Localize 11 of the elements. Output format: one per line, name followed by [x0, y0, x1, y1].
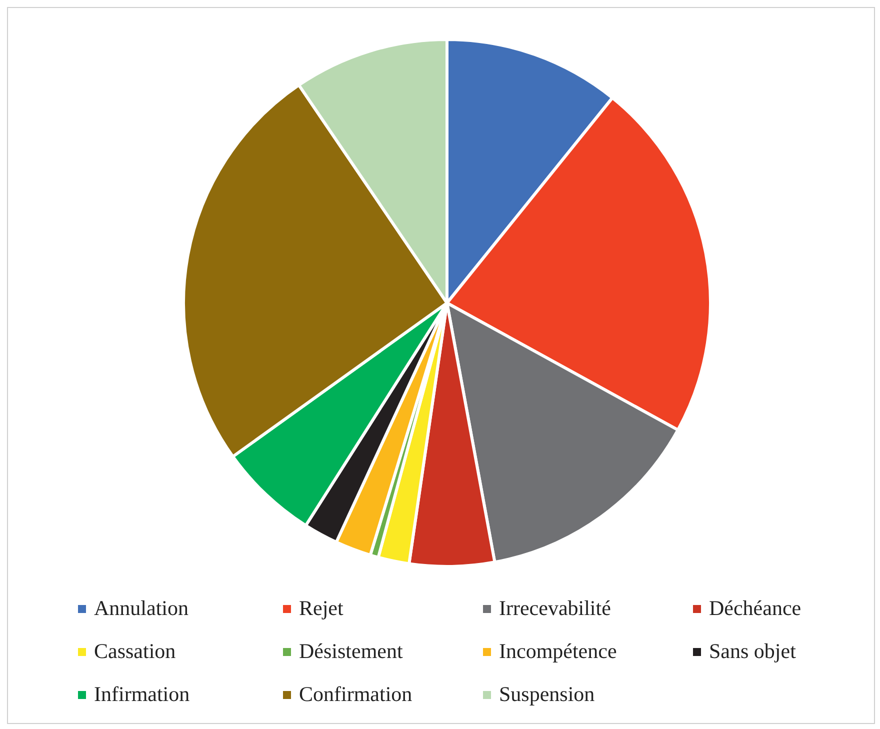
legend-label: Incompétence — [498, 639, 618, 664]
legend-label: Irrecevabilité — [498, 596, 612, 621]
legend-label: Suspension — [498, 682, 596, 707]
legend-label: Confirmation — [298, 682, 414, 707]
legend-label: Désistement — [298, 639, 404, 664]
legend-label: Annulation — [93, 596, 190, 621]
legend-label: Déchéance — [708, 596, 802, 621]
legend-label: Rejet — [298, 596, 344, 621]
legend-label: Infirmation — [93, 682, 191, 707]
legend-label: Cassation — [93, 639, 177, 664]
legend-label: Sans objet — [708, 639, 797, 664]
